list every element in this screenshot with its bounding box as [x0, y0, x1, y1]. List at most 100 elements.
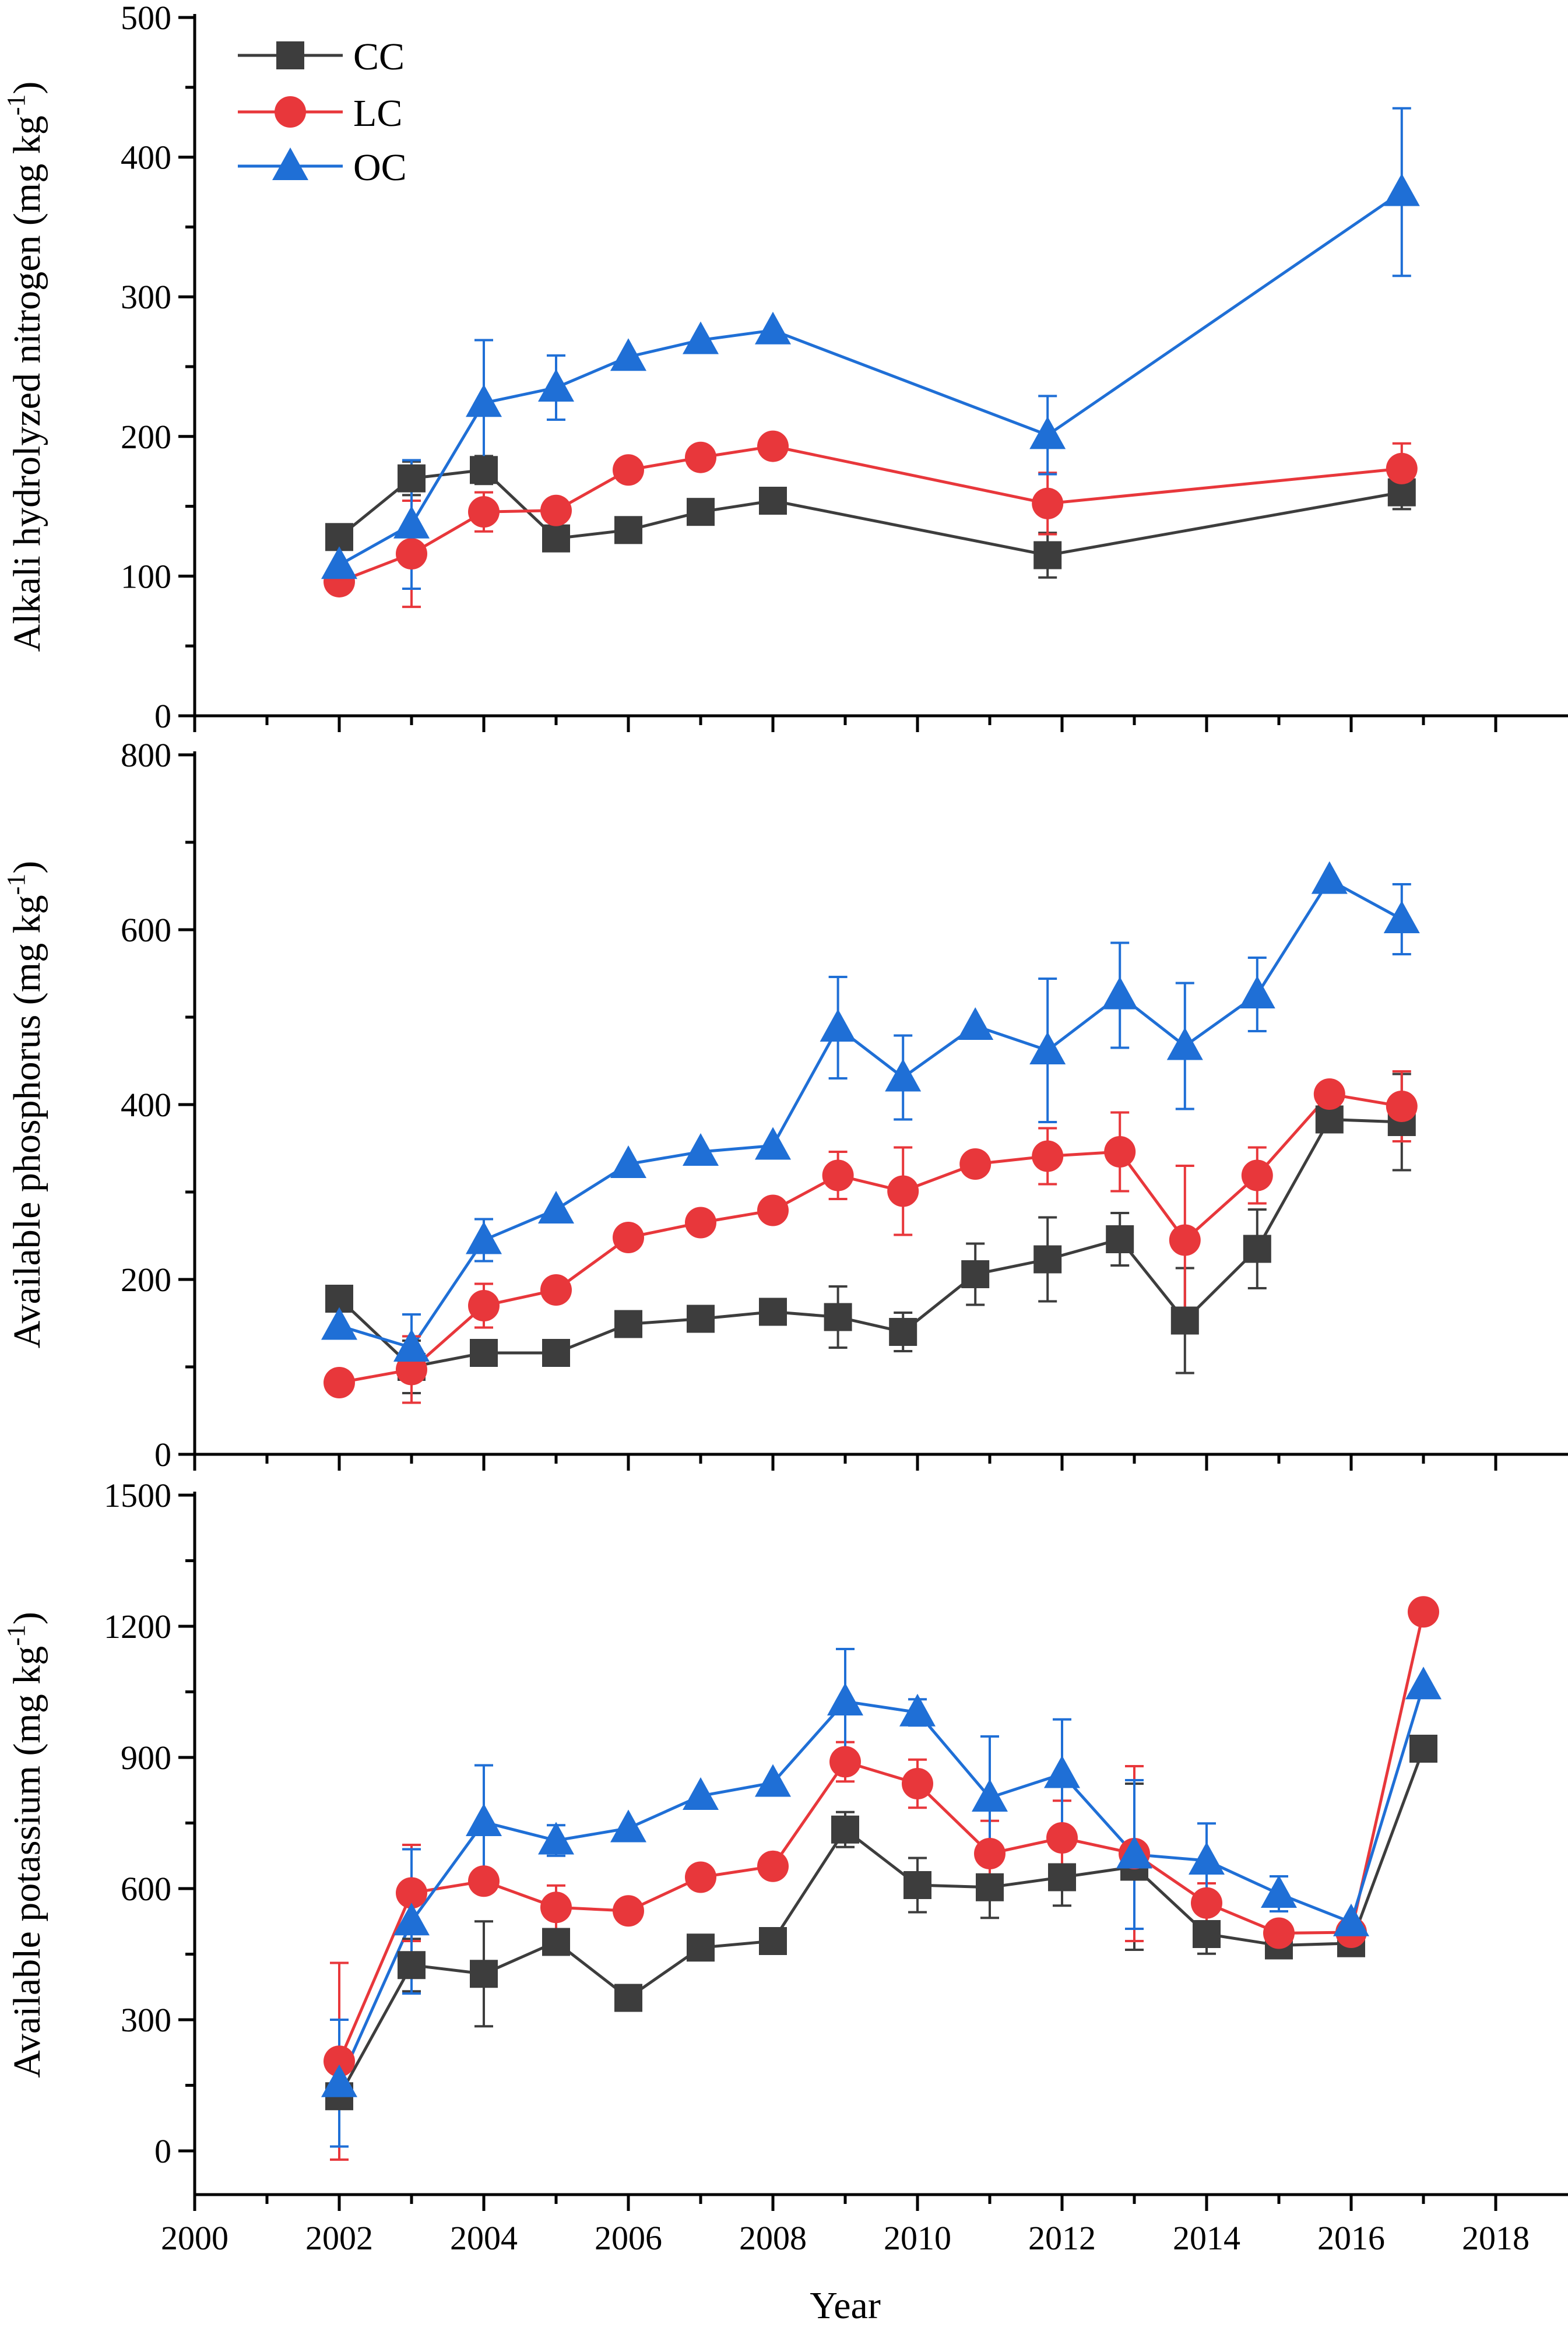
legend-marker-lc	[275, 96, 306, 128]
data-point-cc	[1315, 1105, 1344, 1134]
data-point-lc	[468, 496, 500, 528]
data-point-oc	[1102, 976, 1138, 1010]
data-point-oc	[538, 368, 574, 402]
series-line-oc	[339, 878, 1402, 1349]
x-tick-label: 2000	[161, 2219, 228, 2257]
x-tick-label: 2014	[1173, 2219, 1240, 2257]
data-point-oc	[885, 1059, 922, 1092]
y-tick-label: 900	[121, 1739, 171, 1777]
y-tick-label: 600	[121, 1870, 171, 1908]
data-point-lc	[540, 1274, 572, 1306]
data-point-lc	[685, 1861, 716, 1893]
y-tick-label: 600	[121, 911, 171, 949]
data-point-oc	[393, 1903, 430, 1936]
data-point-oc	[538, 1191, 574, 1223]
x-tick-label: 2006	[595, 2219, 662, 2257]
data-point-lc	[757, 1850, 789, 1882]
data-point-cc	[889, 1318, 917, 1346]
y-tick-label: 200	[121, 418, 171, 456]
data-point-oc	[1029, 1032, 1066, 1064]
series-line-cc	[337, 1748, 1425, 2097]
data-point-lc	[396, 1877, 427, 1909]
y-axis-title: Available phosphorus (mg kg-1)	[2, 861, 48, 1348]
y-axis-title: Alkali hydrolyzed nitrogen (mg kg-1)	[2, 82, 48, 652]
data-point-cc	[470, 1960, 498, 1988]
series-line-lc	[337, 1611, 1425, 2062]
legend-label-cc: CC	[353, 36, 405, 78]
y-tick-label: 300	[121, 2001, 171, 2039]
data-point-lc	[1386, 1091, 1418, 1122]
y-tick-label: 1500	[104, 1476, 171, 1514]
data-point-lc	[887, 1175, 919, 1207]
legend-marker-oc	[272, 147, 308, 180]
y-tick-label: 300	[121, 278, 171, 316]
data-point-lc	[613, 1222, 644, 1253]
data-point-lc	[540, 1891, 572, 1924]
data-point-lc	[468, 1290, 500, 1321]
legend-label-oc: OC	[353, 146, 407, 189]
y-tick-label: 800	[121, 736, 171, 774]
data-point-cc	[759, 487, 787, 515]
data-point-oc	[1044, 1755, 1080, 1788]
data-point-cc	[542, 1928, 570, 1956]
legend-marker-cc	[276, 41, 304, 69]
data-point-lc	[685, 441, 716, 473]
data-point-oc	[610, 338, 646, 371]
data-point-oc	[1189, 1842, 1225, 1875]
data-point-lc	[324, 1367, 355, 1398]
y-tick-label: 400	[121, 1086, 171, 1124]
data-point-cc	[398, 464, 426, 493]
series-line-cc	[338, 1117, 1402, 1369]
series-line-oc	[337, 1685, 1425, 2084]
data-point-cc	[470, 1339, 498, 1367]
data-point-lc	[1241, 1159, 1273, 1191]
data-point-oc	[538, 1822, 574, 1855]
data-point-oc	[321, 2064, 357, 2097]
data-point-lc	[1313, 1078, 1345, 1110]
data-point-oc	[1383, 901, 1420, 933]
data-point-lc	[540, 494, 572, 526]
panel-nitrogen: 0 100 200 300 400 500 Alkali hydrolyzed nitrog…	[2, 0, 1568, 735]
data-point-lc	[829, 1746, 861, 1778]
y-tick-label: 100	[121, 557, 171, 595]
y-tick-label: 1200	[104, 1608, 171, 1646]
data-point-oc	[1239, 976, 1275, 1008]
data-point-oc	[820, 1009, 856, 1042]
data-point-oc	[393, 1329, 430, 1362]
data-point-cc	[1409, 1735, 1437, 1763]
data-point-lc	[902, 1768, 933, 1799]
data-point-lc	[1386, 452, 1418, 484]
series-line-lc	[339, 1092, 1402, 1384]
data-point-oc	[466, 1803, 502, 1836]
data-point-oc	[1166, 1027, 1203, 1060]
data-point-oc	[899, 1693, 936, 1727]
y-tick-label: 0	[154, 697, 171, 735]
data-point-oc	[466, 384, 502, 417]
data-point-lc	[757, 430, 789, 462]
data-point-oc	[972, 1779, 1008, 1812]
data-point-lc	[1408, 1596, 1439, 1628]
data-point-oc	[1116, 1836, 1152, 1869]
data-point-oc	[755, 311, 791, 344]
data-point-oc	[610, 1145, 646, 1178]
data-point-cc	[824, 1303, 852, 1331]
data-point-oc	[1333, 1903, 1369, 1936]
data-point-lc	[1032, 487, 1064, 519]
data-point-oc	[755, 1764, 791, 1797]
y-axis-title: Available potassium (mg kg-1)	[2, 1612, 48, 2078]
data-point-cc	[1106, 1225, 1134, 1253]
data-point-cc	[614, 1984, 642, 2012]
data-point-cc	[976, 1873, 1004, 1901]
data-point-cc	[614, 1310, 642, 1338]
data-point-cc	[903, 1871, 931, 1899]
data-point-oc	[610, 1809, 646, 1843]
y-tick-label: 400	[121, 139, 171, 177]
x-tick-label: 2010	[884, 2219, 951, 2257]
x-tick-label: 2016	[1317, 2219, 1385, 2257]
data-point-lc	[613, 1895, 644, 1927]
y-tick-label: 0	[154, 1436, 171, 1474]
data-point-lc	[1263, 1917, 1295, 1949]
data-point-cc	[614, 516, 642, 544]
data-point-cc	[1033, 1245, 1062, 1274]
